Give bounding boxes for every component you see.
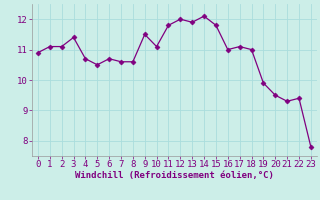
X-axis label: Windchill (Refroidissement éolien,°C): Windchill (Refroidissement éolien,°C) bbox=[75, 171, 274, 180]
